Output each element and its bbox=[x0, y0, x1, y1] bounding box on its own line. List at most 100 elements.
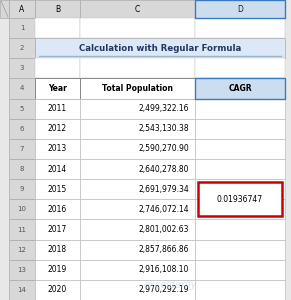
Bar bbox=[80, 179, 195, 199]
Bar bbox=[80, 159, 195, 179]
Text: 2,640,278.80: 2,640,278.80 bbox=[139, 165, 189, 174]
Text: 4: 4 bbox=[20, 85, 24, 91]
Text: 2015: 2015 bbox=[48, 185, 67, 194]
Text: 2,590,270.90: 2,590,270.90 bbox=[138, 144, 189, 153]
Bar bbox=[9, 179, 35, 199]
Text: 8: 8 bbox=[20, 166, 24, 172]
Bar bbox=[80, 260, 195, 280]
Text: 2,970,292.19: 2,970,292.19 bbox=[139, 285, 189, 294]
Text: 2014: 2014 bbox=[48, 165, 67, 174]
Text: 2,543,130.38: 2,543,130.38 bbox=[139, 124, 189, 133]
Bar bbox=[9, 18, 35, 38]
Bar bbox=[9, 58, 35, 78]
Bar bbox=[35, 280, 80, 300]
Bar bbox=[80, 0, 195, 18]
Bar bbox=[80, 280, 195, 300]
Bar bbox=[195, 260, 285, 280]
Bar bbox=[195, 159, 285, 179]
Bar bbox=[35, 38, 285, 58]
Text: 2013: 2013 bbox=[48, 144, 67, 153]
Bar bbox=[9, 119, 35, 139]
Bar bbox=[9, 38, 35, 58]
Text: 2,499,322.16: 2,499,322.16 bbox=[139, 104, 189, 113]
Bar bbox=[195, 119, 285, 139]
Bar bbox=[195, 18, 285, 38]
Bar bbox=[80, 139, 195, 159]
Text: Total Population: Total Population bbox=[102, 84, 173, 93]
Text: 2,857,866.86: 2,857,866.86 bbox=[139, 245, 189, 254]
Text: 2016: 2016 bbox=[48, 205, 67, 214]
Bar bbox=[35, 0, 80, 18]
Text: 9: 9 bbox=[20, 186, 24, 192]
Text: 2017: 2017 bbox=[48, 225, 67, 234]
Bar bbox=[9, 139, 35, 159]
Bar bbox=[9, 0, 35, 18]
Text: exceldemy: exceldemy bbox=[143, 280, 197, 290]
Bar bbox=[0, 0, 9, 18]
Bar bbox=[195, 139, 285, 159]
Text: 13: 13 bbox=[17, 267, 26, 273]
Text: 12: 12 bbox=[17, 247, 26, 253]
Bar bbox=[195, 280, 285, 300]
Bar bbox=[35, 99, 80, 119]
Bar bbox=[9, 159, 35, 179]
Text: 2,916,108.10: 2,916,108.10 bbox=[139, 265, 189, 274]
Bar bbox=[195, 199, 285, 219]
Text: 2018: 2018 bbox=[48, 245, 67, 254]
Bar bbox=[195, 240, 285, 260]
Text: Year: Year bbox=[48, 84, 67, 93]
Bar bbox=[9, 240, 35, 260]
Bar bbox=[9, 99, 35, 119]
Bar bbox=[35, 119, 80, 139]
Text: 2,801,002.63: 2,801,002.63 bbox=[139, 225, 189, 234]
Bar bbox=[80, 219, 195, 240]
Bar bbox=[35, 219, 80, 240]
Text: A: A bbox=[19, 4, 25, 14]
Text: 6: 6 bbox=[20, 126, 24, 132]
Text: 11: 11 bbox=[17, 226, 26, 232]
Text: 14: 14 bbox=[17, 287, 26, 293]
Text: Calculation with Regular Formula: Calculation with Regular Formula bbox=[79, 44, 241, 53]
Bar bbox=[195, 0, 285, 18]
Bar bbox=[35, 179, 80, 199]
Bar bbox=[80, 199, 195, 219]
Bar bbox=[195, 179, 285, 199]
Bar bbox=[9, 199, 35, 219]
Text: 5: 5 bbox=[20, 106, 24, 112]
Bar bbox=[35, 199, 80, 219]
Bar bbox=[9, 260, 35, 280]
Bar bbox=[195, 99, 285, 119]
Bar bbox=[198, 182, 282, 216]
Text: 2020: 2020 bbox=[48, 285, 67, 294]
Bar bbox=[80, 18, 195, 38]
Bar bbox=[80, 99, 195, 119]
Bar bbox=[195, 199, 285, 219]
Bar bbox=[195, 219, 285, 240]
Text: C: C bbox=[135, 4, 140, 14]
Bar bbox=[35, 260, 80, 280]
Text: B: B bbox=[55, 4, 60, 14]
Text: 2,746,072.14: 2,746,072.14 bbox=[139, 205, 189, 214]
Bar bbox=[35, 18, 80, 38]
Bar bbox=[9, 78, 35, 99]
Bar bbox=[80, 240, 195, 260]
Text: 1: 1 bbox=[20, 25, 24, 31]
Text: 7: 7 bbox=[20, 146, 24, 152]
Bar bbox=[80, 58, 195, 78]
Bar bbox=[35, 139, 80, 159]
Bar bbox=[80, 119, 195, 139]
Bar bbox=[80, 78, 195, 99]
Text: CAGR: CAGR bbox=[228, 84, 252, 93]
Text: 10: 10 bbox=[17, 206, 26, 212]
Text: D: D bbox=[237, 4, 243, 14]
Text: 2012: 2012 bbox=[48, 124, 67, 133]
Bar bbox=[9, 280, 35, 300]
Text: 2019: 2019 bbox=[48, 265, 67, 274]
Text: 3: 3 bbox=[20, 65, 24, 71]
Bar bbox=[35, 78, 80, 99]
Bar bbox=[35, 159, 80, 179]
Bar bbox=[195, 78, 285, 99]
Text: 0.01936747: 0.01936747 bbox=[217, 195, 263, 204]
Text: 2,691,979.34: 2,691,979.34 bbox=[138, 185, 189, 194]
Text: 2: 2 bbox=[20, 45, 24, 51]
